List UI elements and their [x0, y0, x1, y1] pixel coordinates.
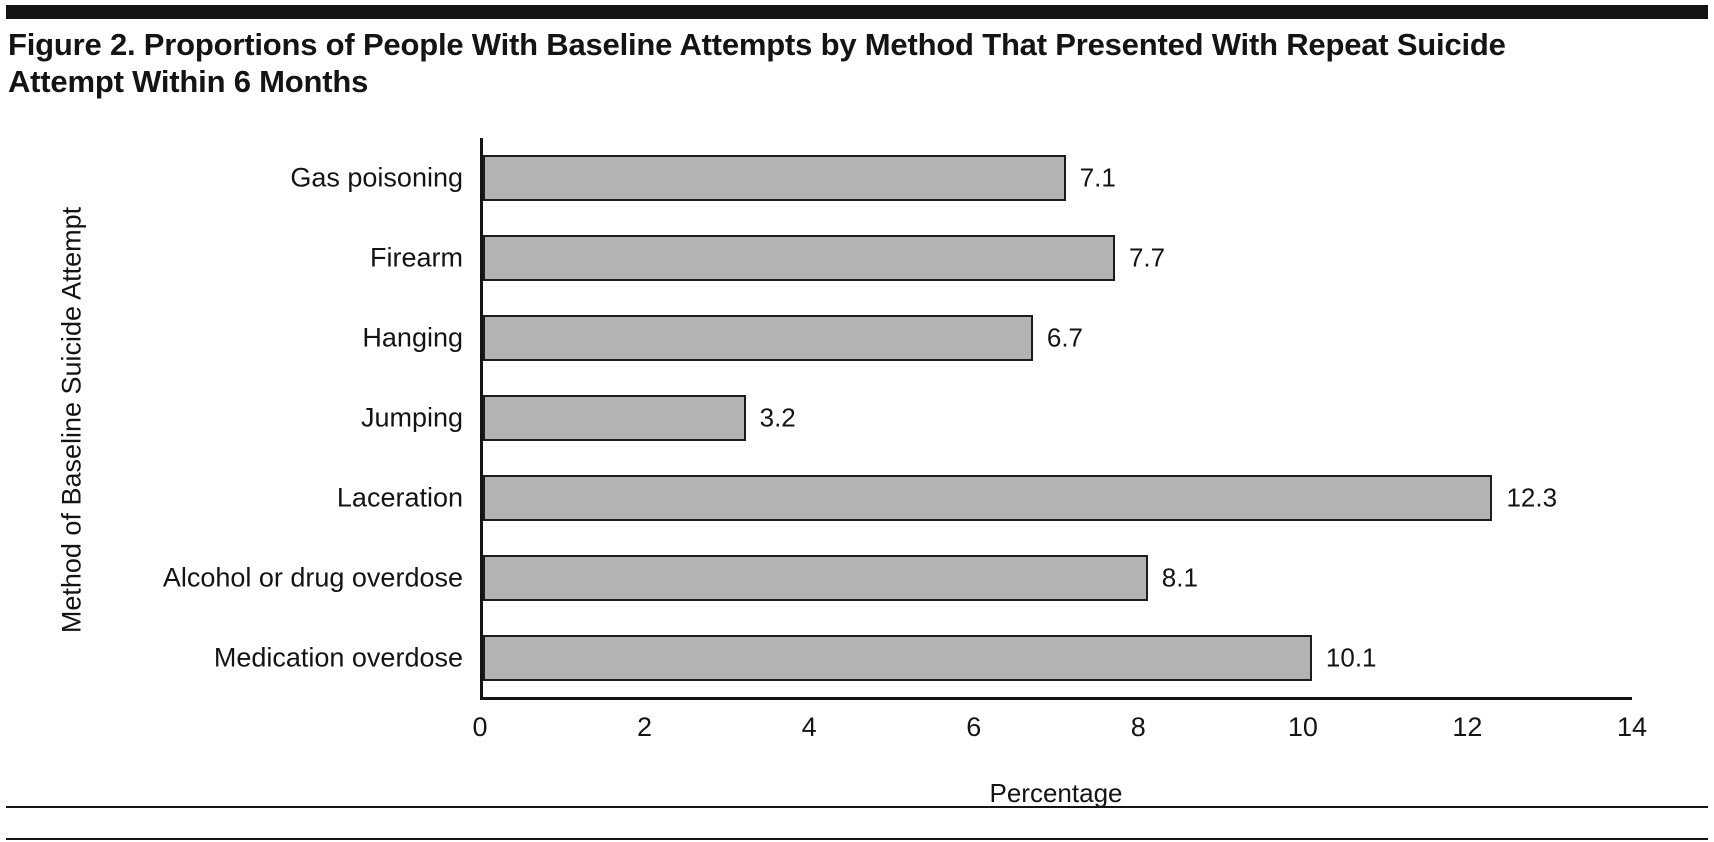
top-divider-rule — [6, 5, 1708, 19]
value-label: 10.1 — [1325, 642, 1377, 673]
bar-row: Alcohol or drug overdose 8.1 — [163, 538, 1632, 618]
figure-title: Figure 2. Proportions of People With Bas… — [8, 27, 1506, 99]
x-tick-label: 8 — [1130, 712, 1146, 742]
category-label: Laceration — [336, 482, 463, 513]
x-tick-label: 4 — [801, 712, 817, 742]
bar — [483, 475, 1493, 521]
bottom-divider-rule-lower — [6, 838, 1708, 840]
x-axis-title: Percentage — [989, 778, 1123, 808]
category-label: Medication overdose — [213, 642, 463, 673]
bar-chart-plot-area: Gas poisoning 7.1 Firearm 7.7 Hanging 6.7 Jump… — [163, 138, 1632, 700]
x-tick-label: 10 — [1287, 712, 1318, 742]
value-label: 8.1 — [1161, 562, 1198, 593]
bar-row: Medication overdose 10.1 — [214, 618, 1632, 698]
x-tick-label: 2 — [637, 712, 653, 742]
bar-row: Hanging 6.7 — [362, 298, 1632, 378]
category-label: Jumping — [360, 402, 463, 433]
value-label: 6.7 — [1046, 322, 1084, 353]
category-label: Alcohol or drug overdose — [162, 562, 463, 593]
bar-row: Firearm 7.7 — [370, 218, 1632, 298]
y-axis-title: Method of Baseline Suicide Attempt — [56, 206, 87, 634]
x-axis-ticks: 0 2 4 6 8 10 12 14 — [472, 712, 1647, 748]
category-label: Gas poisoning — [290, 162, 463, 193]
x-tick-label: 12 — [1452, 712, 1483, 742]
value-label: 12.3 — [1506, 482, 1558, 513]
bar — [483, 555, 1148, 601]
bar — [483, 395, 746, 441]
bar — [483, 155, 1066, 201]
bar-row: Gas poisoning 7.1 — [290, 138, 1632, 218]
bar-row: Laceration 12.3 — [337, 458, 1632, 538]
bar — [483, 635, 1312, 681]
x-tick-label: 6 — [966, 712, 982, 742]
bar — [483, 235, 1115, 281]
bar-row: Jumping 3.2 — [361, 378, 1632, 458]
category-label: Hanging — [362, 322, 463, 353]
value-label: 3.2 — [759, 402, 796, 433]
value-label: 7.7 — [1128, 242, 1166, 273]
bar — [483, 315, 1033, 361]
bottom-divider-rule-upper — [6, 806, 1708, 808]
x-tick-label: 0 — [472, 712, 488, 742]
value-label: 7.1 — [1079, 162, 1116, 193]
category-label: Firearm — [370, 242, 463, 273]
x-tick-label: 14 — [1616, 712, 1648, 742]
